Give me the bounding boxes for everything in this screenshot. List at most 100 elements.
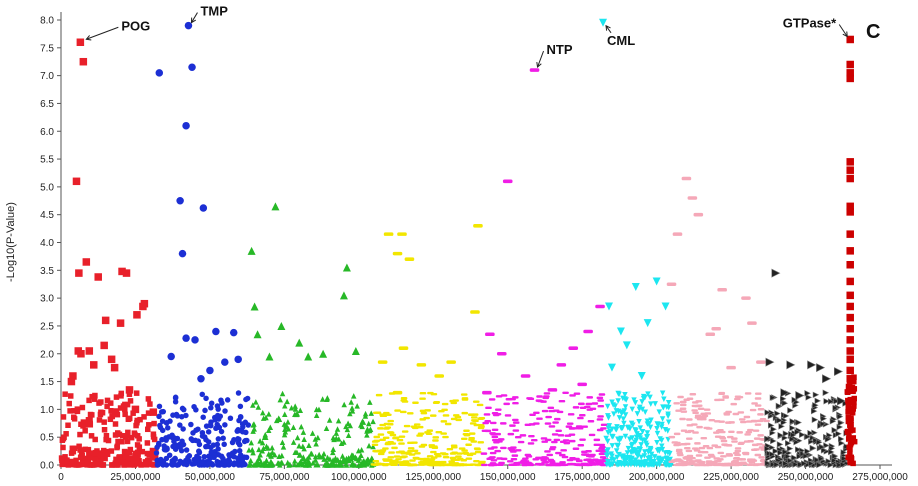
- background-point: [529, 413, 536, 416]
- background-point: [434, 460, 442, 464]
- background-point: [411, 426, 419, 430]
- background-point: [290, 439, 297, 445]
- background-point: [594, 460, 602, 463]
- background-point: [609, 461, 615, 468]
- background-point: [292, 406, 299, 412]
- background-point: [380, 414, 388, 418]
- background-point: [226, 452, 232, 458]
- background-point: [370, 443, 376, 450]
- background-point: [80, 460, 87, 467]
- background-point: [101, 419, 107, 425]
- background-point: [349, 408, 356, 414]
- background-point: [85, 446, 92, 453]
- data-point: [434, 374, 445, 378]
- background-point: [208, 422, 214, 429]
- data-point: [711, 326, 721, 331]
- background-point: [114, 443, 121, 450]
- background-point: [438, 409, 445, 413]
- background-point: [466, 463, 474, 466]
- background-point: [764, 459, 772, 467]
- data-point: [82, 258, 91, 266]
- background-point: [614, 442, 620, 449]
- background-point: [86, 397, 92, 404]
- background-point: [364, 428, 370, 434]
- background-point: [298, 423, 305, 430]
- background-point: [639, 399, 645, 405]
- background-point: [396, 438, 404, 442]
- background-point: [88, 455, 94, 461]
- background-point: [831, 426, 839, 434]
- background-point: [603, 435, 609, 442]
- background-point: [629, 435, 635, 441]
- background-point: [121, 448, 128, 455]
- background-point: [764, 445, 771, 452]
- background-point: [790, 431, 797, 439]
- background-point: [373, 435, 381, 439]
- background-point: [831, 453, 839, 460]
- background-point: [673, 432, 681, 436]
- background-point: [250, 402, 256, 408]
- background-point: [685, 437, 693, 440]
- background-point: [224, 397, 231, 403]
- background-point: [647, 445, 654, 452]
- background-point: [135, 449, 141, 456]
- data-point: [90, 361, 98, 369]
- background-point: [424, 409, 431, 412]
- background-point: [659, 390, 666, 397]
- background-point: [144, 457, 151, 464]
- background-point: [80, 423, 86, 429]
- background-point: [290, 424, 297, 431]
- background-point: [734, 449, 742, 453]
- background-point: [802, 452, 810, 460]
- background-point: [180, 441, 187, 448]
- background-point: [660, 404, 666, 410]
- background-point: [283, 422, 289, 429]
- background-point: [554, 417, 561, 421]
- background-point: [513, 461, 520, 465]
- background-point: [652, 401, 658, 407]
- background-point: [622, 433, 629, 440]
- background-point: [634, 411, 641, 417]
- background-point: [496, 440, 503, 443]
- background-point: [744, 433, 751, 436]
- background-point: [201, 434, 208, 440]
- background-point: [375, 393, 383, 397]
- background-point: [259, 439, 266, 446]
- background-point: [693, 449, 701, 452]
- background-point: [387, 440, 394, 444]
- background-point: [452, 399, 459, 402]
- background-point: [845, 408, 851, 415]
- data-point: [816, 363, 826, 373]
- background-point: [204, 443, 211, 450]
- background-point: [222, 422, 228, 428]
- data-point: [155, 69, 164, 77]
- background-point: [719, 437, 727, 440]
- background-point: [313, 412, 320, 418]
- background-point: [208, 405, 214, 411]
- background-point: [446, 447, 454, 451]
- data-point: [167, 352, 175, 361]
- background-point: [417, 432, 425, 435]
- background-point: [512, 396, 519, 399]
- background-point: [512, 418, 519, 422]
- background-point: [399, 463, 407, 466]
- background-point: [675, 409, 682, 412]
- data-point: [795, 390, 805, 400]
- background-point: [309, 430, 316, 436]
- background-point: [124, 438, 131, 445]
- background-point: [695, 454, 703, 457]
- background-point: [206, 460, 212, 467]
- background-point: [265, 451, 272, 457]
- background-point: [579, 438, 586, 441]
- background-point: [850, 460, 856, 467]
- background-point: [810, 407, 818, 415]
- background-point: [789, 435, 796, 443]
- background-point: [96, 400, 102, 406]
- background-point: [103, 436, 109, 443]
- data-point: [595, 304, 605, 309]
- background-point: [468, 413, 476, 417]
- background-point: [246, 462, 252, 468]
- background-point: [685, 449, 693, 453]
- background-point: [260, 409, 266, 416]
- background-point: [348, 462, 355, 468]
